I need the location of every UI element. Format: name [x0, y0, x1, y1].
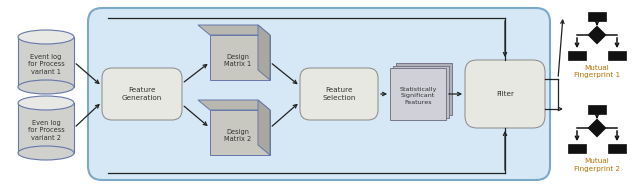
Ellipse shape [18, 146, 74, 160]
Text: Design
Matrix 1: Design Matrix 1 [225, 54, 252, 67]
Polygon shape [588, 12, 606, 21]
FancyBboxPatch shape [102, 68, 182, 120]
Text: Mutual
Fingerprint 1: Mutual Fingerprint 1 [574, 65, 620, 78]
Polygon shape [588, 105, 606, 114]
Polygon shape [396, 63, 452, 115]
Polygon shape [18, 37, 74, 87]
FancyBboxPatch shape [300, 68, 378, 120]
Text: Statistically
Significant
Features: Statistically Significant Features [399, 87, 436, 105]
Text: Mutual
Fingerprint 2: Mutual Fingerprint 2 [574, 158, 620, 172]
Polygon shape [608, 144, 626, 153]
Polygon shape [198, 25, 270, 35]
Polygon shape [210, 110, 270, 155]
Polygon shape [568, 144, 586, 153]
Polygon shape [608, 51, 626, 60]
Polygon shape [18, 103, 74, 153]
FancyBboxPatch shape [88, 8, 550, 180]
Ellipse shape [18, 96, 74, 110]
Polygon shape [258, 100, 270, 155]
Polygon shape [588, 26, 606, 44]
Text: Design
Matrix 2: Design Matrix 2 [225, 129, 252, 142]
Polygon shape [588, 119, 606, 137]
Ellipse shape [18, 30, 74, 44]
Polygon shape [393, 66, 449, 118]
Text: Even log
for Process
variant 2: Even log for Process variant 2 [28, 120, 65, 140]
Text: Filter: Filter [496, 91, 514, 97]
Text: Feature
Generation: Feature Generation [122, 87, 162, 101]
Polygon shape [390, 68, 446, 120]
Ellipse shape [18, 80, 74, 94]
Text: Event log
for Process
variant 1: Event log for Process variant 1 [28, 54, 65, 74]
Polygon shape [258, 25, 270, 80]
FancyBboxPatch shape [465, 60, 545, 128]
Polygon shape [210, 35, 270, 80]
Polygon shape [568, 51, 586, 60]
Polygon shape [198, 100, 270, 110]
Text: Feature
Selection: Feature Selection [323, 87, 356, 101]
